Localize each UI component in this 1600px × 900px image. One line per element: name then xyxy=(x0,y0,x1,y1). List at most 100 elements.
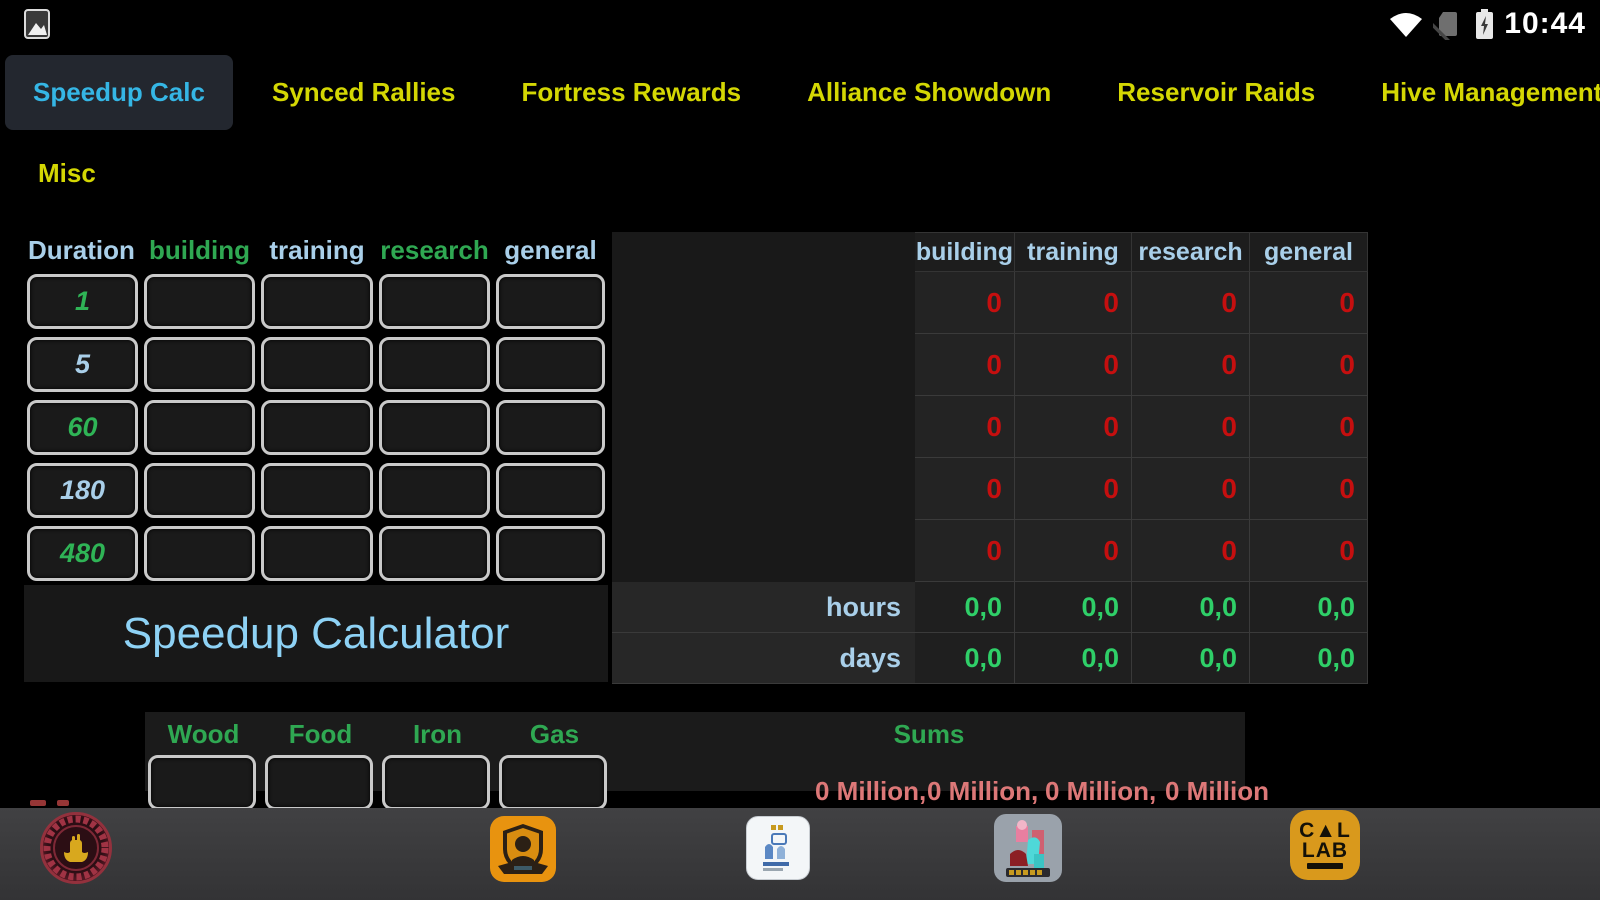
tab-alliance-showdown[interactable]: Alliance Showdown xyxy=(807,77,1052,107)
duration-field-5[interactable]: 5 xyxy=(27,337,138,392)
tab-misc[interactable]: Misc xyxy=(38,158,96,188)
speedup-count-field[interactable] xyxy=(496,274,605,329)
wood-input[interactable] xyxy=(148,755,256,810)
speedup-count-field[interactable] xyxy=(379,526,490,581)
white-card-figures-icon xyxy=(746,816,810,880)
battery-charging-icon xyxy=(1476,9,1494,39)
result-table-label-column xyxy=(612,232,915,582)
result-cell: 0 xyxy=(1132,520,1250,582)
result-cell: 0 xyxy=(1015,334,1132,396)
clipped-text-fragment xyxy=(57,800,69,806)
result-cell: 0 xyxy=(915,334,1015,396)
days-cell: 0,0 xyxy=(915,633,1015,684)
result-header-training: training xyxy=(1015,232,1132,272)
gas-input[interactable] xyxy=(499,755,607,810)
column-header-research: research xyxy=(380,234,489,265)
speedup-result-table: building training research general 0 0 0… xyxy=(612,232,1368,684)
result-cell: 0 xyxy=(1015,458,1132,520)
result-cell: 0 xyxy=(1015,520,1132,582)
status-bar: 10:44 xyxy=(0,0,1600,48)
sum-value-wood: 0 Million, xyxy=(815,776,927,806)
speedup-count-field[interactable] xyxy=(261,337,373,392)
column-header-building: building xyxy=(148,234,251,265)
result-cell: 0 xyxy=(1015,272,1132,334)
result-cell: 0 xyxy=(1015,396,1132,458)
speedup-count-field[interactable] xyxy=(379,463,490,518)
speedup-count-field[interactable] xyxy=(379,400,490,455)
result-cell: 0 xyxy=(1132,334,1250,396)
speedup-count-field[interactable] xyxy=(379,274,490,329)
speedup-count-field[interactable] xyxy=(261,526,373,581)
result-header-general: general xyxy=(1250,232,1368,272)
sums-header: Sums xyxy=(893,718,965,749)
speedup-count-field[interactable] xyxy=(261,463,373,518)
column-header-general: general xyxy=(504,234,597,265)
speedup-count-field[interactable] xyxy=(379,337,490,392)
result-cell: 0 xyxy=(1250,272,1368,334)
hours-cell: 0,0 xyxy=(915,582,1015,633)
speedup-count-field[interactable] xyxy=(144,337,255,392)
colab-letters-icon: C▲L LAB xyxy=(1290,810,1360,880)
clipped-text-fragment xyxy=(30,800,46,806)
dock-app-orange-shield[interactable] xyxy=(490,816,556,882)
speedup-count-field[interactable] xyxy=(496,337,605,392)
result-header-building: building xyxy=(915,232,1015,272)
result-header-research: research xyxy=(1132,232,1250,272)
tab-bar: Speedup Calc Synced Rallies Fortress Rew… xyxy=(0,48,1600,208)
resource-inputs xyxy=(145,755,607,810)
iron-input[interactable] xyxy=(382,755,490,810)
speedup-count-field[interactable] xyxy=(261,274,373,329)
hours-cell: 0,0 xyxy=(1132,582,1250,633)
orange-shield-crest-icon xyxy=(490,816,556,882)
duration-field-60[interactable]: 60 xyxy=(27,400,138,455)
speedup-input-table: Duration building training research gene… xyxy=(24,230,608,585)
speedup-count-field[interactable] xyxy=(144,274,255,329)
tab-reservoir-raids[interactable]: Reservoir Raids xyxy=(1117,77,1316,107)
result-cell: 0 xyxy=(1132,458,1250,520)
duration-field-1[interactable]: 1 xyxy=(27,274,138,329)
days-row-label: days xyxy=(612,633,915,684)
resource-header-iron: Iron xyxy=(412,718,463,749)
colab-icon-line2: LAB xyxy=(1301,839,1349,862)
days-cell: 0,0 xyxy=(1132,633,1250,684)
column-header-training: training xyxy=(269,234,365,265)
colab-icon-line1: C▲L xyxy=(1299,819,1351,842)
tab-synced-rallies[interactable]: Synced Rallies xyxy=(271,77,456,107)
speedup-count-field[interactable] xyxy=(261,400,373,455)
resources-headers: Wood Food Iron Gas Sums xyxy=(145,712,1245,756)
dock-app-white-card[interactable] xyxy=(746,816,810,880)
duration-field-480[interactable]: 480 xyxy=(27,526,138,581)
dock-app-characters[interactable] xyxy=(994,814,1062,882)
speedup-count-field[interactable] xyxy=(144,463,255,518)
speedup-count-field[interactable] xyxy=(144,400,255,455)
days-cell: 0,0 xyxy=(1250,633,1368,684)
result-cell: 0 xyxy=(1250,396,1368,458)
sum-value-gas: 0 Million xyxy=(1165,776,1269,806)
speedup-count-field[interactable] xyxy=(144,526,255,581)
speedup-count-field[interactable] xyxy=(496,400,605,455)
sum-value-food: 0 Million, xyxy=(927,776,1039,806)
tab-speedup-calc[interactable]: Speedup Calc xyxy=(5,55,233,130)
dock-app-colab[interactable]: C▲L LAB xyxy=(1290,810,1360,880)
hours-cell: 0,0 xyxy=(1015,582,1132,633)
column-header-duration: Duration xyxy=(28,234,135,265)
clock: 10:44 xyxy=(1504,7,1586,40)
tab-hive-management[interactable]: Hive Management xyxy=(1381,77,1600,107)
dock-app-red-crest[interactable] xyxy=(40,812,112,884)
food-input[interactable] xyxy=(265,755,373,810)
result-cell: 0 xyxy=(915,396,1015,458)
resource-header-food: Food xyxy=(288,718,353,749)
tab-row-1: Speedup Calc Synced Rallies Fortress Rew… xyxy=(5,55,1600,130)
tab-fortress-rewards[interactable]: Fortress Rewards xyxy=(521,77,742,107)
resources-panel: Wood Food Iron Gas Sums 0 Million, 0 Mil… xyxy=(145,712,1269,810)
red-crest-seal-icon xyxy=(40,812,112,884)
duration-field-180[interactable]: 180 xyxy=(27,463,138,518)
gray-characters-icon xyxy=(994,814,1062,882)
speedup-count-field[interactable] xyxy=(496,526,605,581)
result-cell: 0 xyxy=(1132,396,1250,458)
speedup-count-field[interactable] xyxy=(496,463,605,518)
colab-icon-bar xyxy=(1307,863,1343,869)
hours-row-label: hours xyxy=(612,582,915,633)
tab-row-2: Misc xyxy=(5,136,129,211)
